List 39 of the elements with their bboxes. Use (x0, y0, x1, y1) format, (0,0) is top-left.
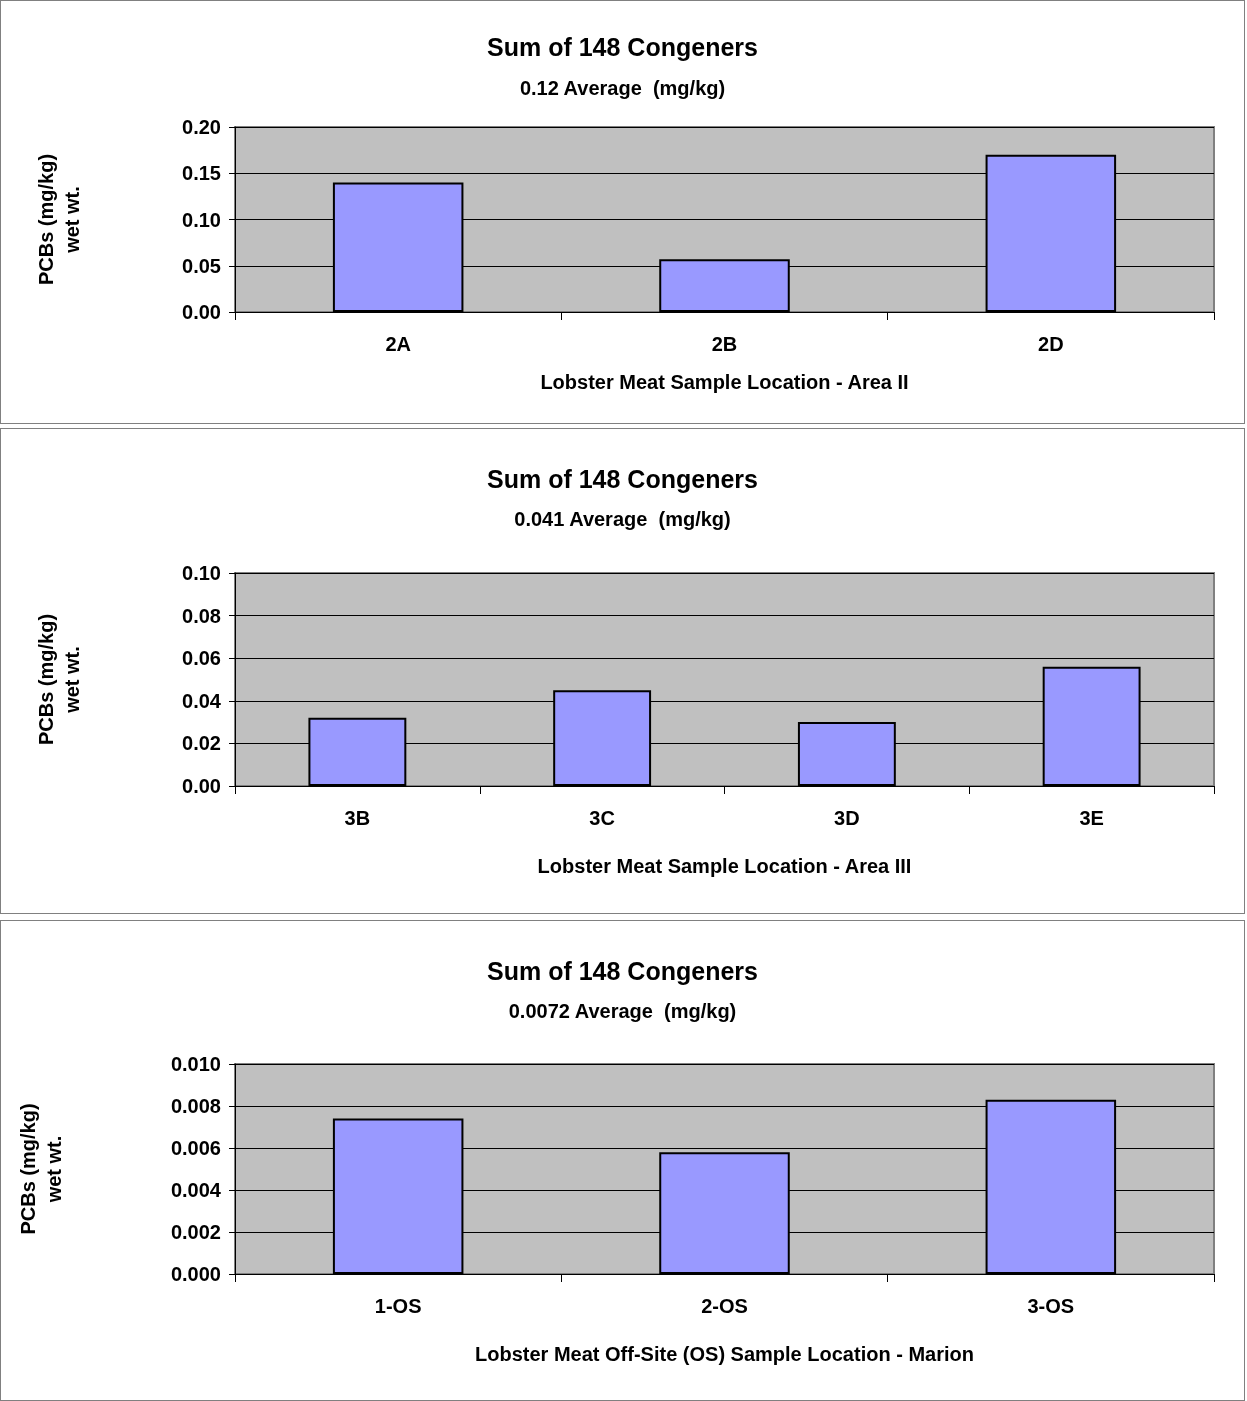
y-tick-label: 0.10 (182, 562, 221, 584)
y-tick-label: 0.04 (182, 689, 222, 712)
y-tick-label: 0.02 (182, 732, 221, 755)
y-tick-label: 0.004 (170, 1179, 222, 1201)
y-tick-label: 0.05 (182, 254, 221, 277)
x-tick-label: 3C (589, 807, 615, 829)
chart-subtitle: 0.041 Average (mg/kg) (514, 508, 731, 530)
x-tick-label: 3D (834, 807, 860, 829)
x-tick-label: 3-OS (1027, 1295, 1075, 1317)
y-tick-label: 0.08 (182, 604, 221, 627)
x-axis-title: Lobster Meat Sample Location - Area III (537, 855, 912, 877)
x-tick-label: 2-OS (701, 1295, 748, 1317)
x-tick-label: 1-OS (374, 1295, 422, 1317)
y-tick-label: 0.002 (170, 1221, 221, 1243)
x-tick-label: 3E (1079, 807, 1104, 829)
x-tick-label: 2A (385, 333, 411, 355)
chart-subtitle: 0.12 Average (mg/kg) (519, 77, 726, 99)
x-tick-label: 3B (344, 807, 371, 829)
y-tick-label: 0.000 (170, 1263, 221, 1285)
y-tick-label: 0.008 (170, 1095, 221, 1117)
x-axis-title: Lobster Meat Sample Location - Area II (540, 371, 909, 393)
y-tick-label: 0.20 (182, 116, 221, 138)
y-tick-label: 0.00 (182, 301, 221, 323)
y-tick-label: 0.10 (182, 208, 221, 231)
y-tick-label: 0.006 (170, 1137, 221, 1159)
y-tick-label: 0.06 (182, 647, 221, 670)
x-tick-label: 2D (1038, 333, 1064, 355)
y-tick-label: 0.010 (170, 1053, 221, 1075)
chart-title: Sum of 148 Congeners (487, 464, 758, 493)
chart-subtitle: 0.0072 Average (mg/kg) (508, 1000, 737, 1022)
chart-title: Sum of 148 Congeners (487, 956, 758, 985)
chart-title: Sum of 148 Congeners (487, 32, 758, 61)
y-axis-title: PCBs (mg/kg) wet wt. (35, 613, 83, 746)
y-tick-label: 0.15 (182, 162, 221, 185)
y-axis-title: PCBs (mg/kg) wet wt. (17, 1103, 65, 1235)
y-axis-title: PCBs (mg/kg) wet wt. (35, 153, 83, 286)
y-tick-label: 0.00 (182, 775, 221, 797)
x-tick-label: 2B (711, 333, 738, 355)
x-axis-title: Lobster Meat Off-Site (OS) Sample Location - Marion (475, 1343, 974, 1365)
